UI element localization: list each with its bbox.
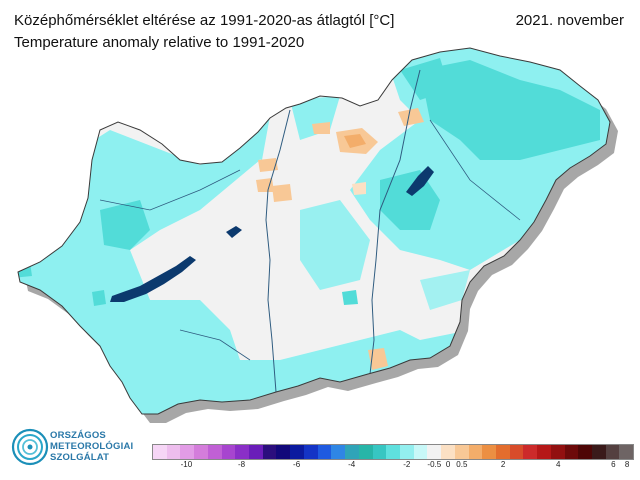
- logo-line-1: ORSZÁGOS: [50, 430, 106, 441]
- legend-swatch: [221, 445, 236, 459]
- logo-text: ORSZÁGOS METEOROLÓGIAI SZOLGÁLAT: [50, 430, 133, 463]
- legend-swatch: [523, 445, 538, 459]
- map-title-hungarian: Középhőmérséklet eltérése az 1991-2020-a…: [14, 12, 395, 29]
- legend-swatch: [386, 445, 400, 459]
- legend-tick-label: -2: [403, 460, 411, 469]
- legend-swatch: [537, 445, 551, 459]
- legend-swatch: [482, 445, 496, 459]
- legend-swatch: [509, 445, 524, 459]
- legend-swatch: [290, 445, 304, 459]
- legend-swatch: [180, 445, 195, 459]
- map-title-english: Temperature anomaly relative to 1991-202…: [14, 34, 305, 51]
- legend-swatch: [358, 445, 373, 459]
- legend-swatch: [495, 445, 510, 459]
- legend-swatch: [317, 445, 332, 459]
- legend-swatch: [249, 445, 263, 459]
- legend-swatch: [276, 445, 291, 459]
- country-border: [17, 47, 611, 415]
- legend-tick-label: -0.5: [427, 460, 442, 469]
- legend-tick-label: -8: [237, 460, 246, 469]
- legend-swatch: [194, 445, 208, 459]
- legend-tick-label: 0.5: [456, 460, 468, 469]
- legend-swatch: [166, 445, 181, 459]
- legend-tick-label: 2: [500, 460, 506, 469]
- legend-swatch: [262, 445, 277, 459]
- logo-line-3: SZOLGÁLAT: [50, 452, 110, 463]
- legend-swatch: [468, 445, 483, 459]
- legend-tick-label: 4: [556, 460, 561, 469]
- map-date: 2021. november: [515, 12, 624, 29]
- legend-swatch: [207, 445, 222, 459]
- legend-swatch: [550, 445, 565, 459]
- legend-swatch: [441, 445, 455, 459]
- legend-swatch: [153, 445, 167, 459]
- legend-tick-label: 0: [445, 460, 451, 469]
- legend-tick-labels: -10 -8 -6 -4 -2 -0.5 0 0.5 2 4 6 8: [152, 460, 634, 472]
- legend-swatch: [592, 445, 606, 459]
- legend-swatch: [454, 445, 469, 459]
- color-scale-legend: [152, 444, 634, 460]
- legend-swatch: [399, 445, 414, 459]
- legend-swatch: [303, 445, 318, 459]
- logo-line-2: METEOROLÓGIAI: [50, 441, 134, 452]
- legend-tick-label: -4: [348, 460, 356, 469]
- legend-swatch: [331, 445, 346, 459]
- legend-tick-label: -6: [293, 460, 301, 469]
- legend-tick-label: 6: [611, 460, 616, 469]
- legend-swatch: [619, 445, 634, 459]
- legend-tick-label: 8: [624, 460, 630, 469]
- legend-swatch: [578, 445, 592, 459]
- legend-swatch: [427, 445, 442, 459]
- legend-swatch: [345, 445, 359, 459]
- legend-swatch: [235, 445, 250, 459]
- legend-swatch: [605, 445, 620, 459]
- omsz-logo-icon: [11, 428, 49, 466]
- legend-swatch: [564, 445, 579, 459]
- legend-tick-label: -10: [180, 460, 193, 469]
- legend-swatch: [372, 445, 387, 459]
- legend-swatch: [413, 445, 428, 459]
